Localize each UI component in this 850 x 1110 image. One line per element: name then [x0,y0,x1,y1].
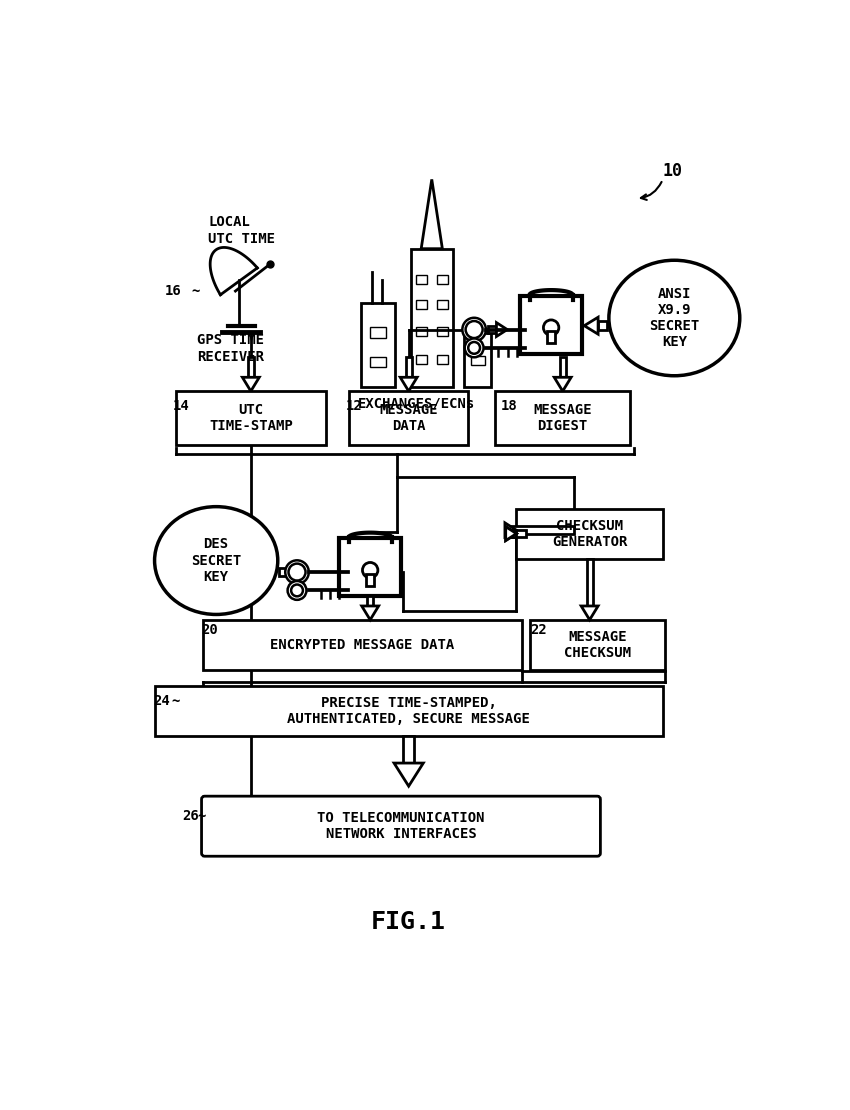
Polygon shape [506,526,517,541]
Bar [488,325,496,333]
Text: ANSI
X9.9
SECRET
KEY: ANSI X9.9 SECRET KEY [649,286,700,350]
Bar [176,391,326,445]
Text: FIG.1: FIG.1 [371,910,446,935]
Bar [506,529,516,537]
Text: UTC
TIME-STAMP: UTC TIME-STAMP [209,403,292,433]
Text: 26: 26 [182,809,199,823]
Bar [403,736,414,763]
Polygon shape [496,323,507,336]
Circle shape [362,563,378,578]
Text: 12: 12 [346,400,362,413]
Bar [280,568,297,576]
Text: MESSAGE
DIGEST: MESSAGE DIGEST [533,403,592,433]
Circle shape [462,317,486,342]
Text: ~: ~ [198,809,206,823]
FancyBboxPatch shape [201,796,600,856]
Bar [505,526,575,534]
Bar [202,620,522,670]
Bar [547,332,555,343]
Text: ~: ~ [191,284,200,299]
Bar [437,355,448,364]
Bar [405,356,411,377]
Bar [411,249,453,387]
Bar [437,274,448,284]
Bar [349,391,468,445]
Ellipse shape [609,260,740,376]
Text: UTC TIME: UTC TIME [208,232,275,246]
Bar [367,596,373,606]
Bar [416,327,427,336]
Text: 22: 22 [530,623,547,637]
Circle shape [468,342,480,354]
Bar [506,529,526,537]
Bar [464,333,491,387]
Bar [155,686,663,736]
Polygon shape [554,377,571,391]
Circle shape [465,339,484,357]
Bar [247,356,254,377]
Bar [598,321,608,331]
Bar [530,620,665,670]
Polygon shape [584,317,598,334]
Polygon shape [400,377,417,391]
Text: LOCAL: LOCAL [208,215,251,230]
Text: CHECKSUM
GENERATOR: CHECKSUM GENERATOR [552,518,627,548]
Bar [416,355,427,364]
Polygon shape [394,763,423,786]
Bar [370,326,386,337]
Bar [437,300,448,309]
Bar [416,274,427,284]
Text: ENCRYPTED MESSAGE DATA: ENCRYPTED MESSAGE DATA [270,638,455,653]
Polygon shape [362,606,378,619]
Bar [496,391,630,445]
Circle shape [292,585,303,596]
Text: 20: 20 [201,623,218,637]
Text: MESSAGE
CHECKSUM: MESSAGE CHECKSUM [564,630,631,660]
Text: GPS TIME: GPS TIME [197,333,264,347]
Bar [559,356,566,377]
Text: RECEIVER: RECEIVER [197,351,264,364]
Circle shape [286,561,309,584]
Text: PRECISE TIME-STAMPED,
AUTHENTICATED, SECURE MESSAGE: PRECISE TIME-STAMPED, AUTHENTICATED, SEC… [287,696,530,726]
Bar [586,559,592,606]
Text: 24: 24 [153,694,170,707]
Polygon shape [422,180,442,249]
Circle shape [543,320,558,335]
Text: 18: 18 [501,400,518,413]
Bar [360,303,395,387]
Text: TO TELECOMMUNICATION
NETWORK INTERFACES: TO TELECOMMUNICATION NETWORK INTERFACES [317,811,484,841]
Polygon shape [242,377,259,391]
Text: DES
SECRET
KEY: DES SECRET KEY [191,537,241,584]
Text: ~: ~ [172,694,180,707]
Text: 14: 14 [173,400,189,413]
Bar [471,355,484,365]
Bar [517,508,663,558]
Polygon shape [505,523,516,536]
Ellipse shape [155,506,278,615]
Polygon shape [297,564,309,579]
Polygon shape [506,526,517,541]
Circle shape [466,321,483,339]
Bar [416,300,427,309]
Bar [366,574,374,586]
Bar [520,296,582,354]
Text: EXCHANGES/ECNs: EXCHANGES/ECNs [358,396,475,411]
Text: MESSAGE
DATA: MESSAGE DATA [379,403,438,433]
Bar [370,356,386,367]
Circle shape [288,564,305,581]
Text: 10: 10 [663,162,683,180]
Circle shape [287,581,307,599]
Polygon shape [581,606,598,619]
Text: 16: 16 [165,284,182,299]
Bar [437,327,448,336]
Bar [339,538,401,596]
